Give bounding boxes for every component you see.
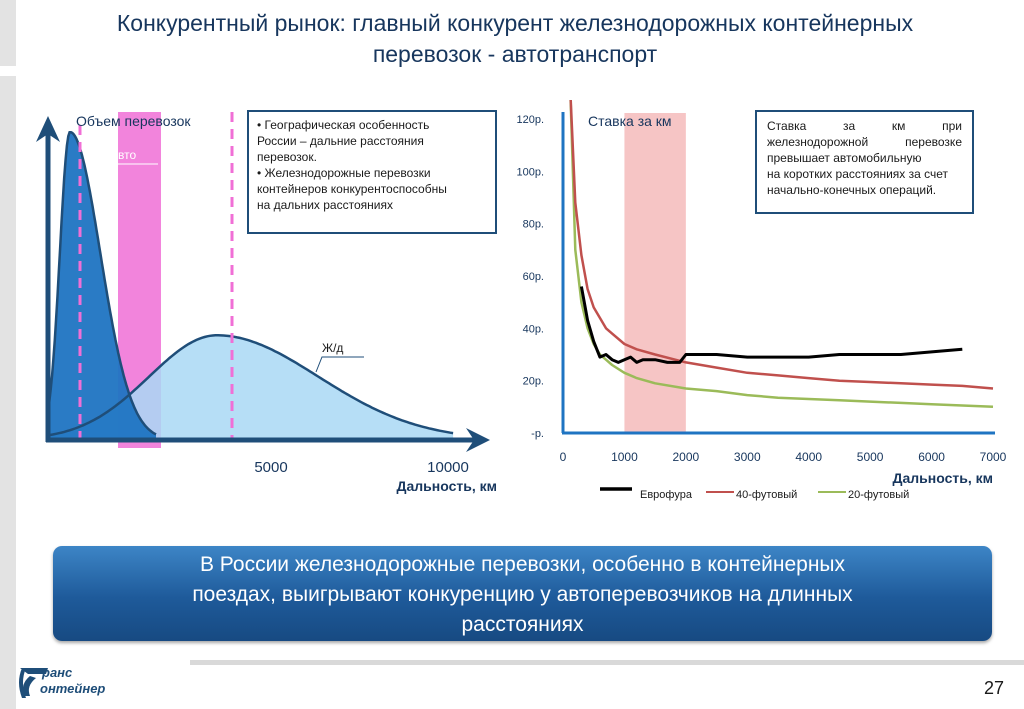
left-y-label: Объем перевозок bbox=[76, 113, 191, 129]
legend-40ft-label: 40-футовый bbox=[736, 489, 797, 501]
left-callout-b1-l1: • Географическая особенность bbox=[257, 118, 430, 132]
right-callout-line4: на коротких расстояниях за счет bbox=[767, 167, 949, 181]
left-decor-strip bbox=[0, 0, 16, 709]
left-callout-b1-l3: перевозок. bbox=[257, 150, 317, 164]
banner-line1: В России железнодорожные перевозки, особ… bbox=[199, 553, 846, 576]
right-x-ticks: 0 1000 2000 3000 4000 5000 6000 7000 bbox=[560, 450, 1007, 464]
left-x-axis-arrow bbox=[466, 428, 490, 452]
left-callout: • Географическая особенность России – да… bbox=[247, 110, 497, 234]
x-tick-label: 2000 bbox=[673, 450, 700, 464]
banner-line2: поездах, выигрывают конкуренцию у автопе… bbox=[192, 583, 853, 606]
x-tick-label: 1000 bbox=[611, 450, 638, 464]
x-tick-label: 0 bbox=[560, 450, 567, 464]
left-x-label: Дальность, км bbox=[397, 478, 497, 494]
left-callout-b2-l2: контейнеров конкурентоспособны bbox=[257, 182, 447, 196]
right-legend: Еврофура 40-футовый 20-футовый bbox=[600, 487, 909, 501]
y-tick-label: -р. bbox=[531, 428, 544, 440]
right-callout-line2: железнодорожной перевозке bbox=[767, 135, 962, 149]
x-tick-label: 7000 bbox=[980, 450, 1007, 464]
series-auto-line bbox=[46, 130, 157, 436]
footer-bar bbox=[190, 660, 1024, 665]
page-title-line1: Конкурентный рынок: главный конкурент же… bbox=[116, 10, 914, 36]
series-rail-area bbox=[48, 335, 454, 440]
logo-line1: ранс bbox=[42, 665, 73, 680]
page-number: 27 bbox=[983, 678, 1004, 698]
right-callout-line1: Ставка за км при bbox=[767, 119, 962, 133]
left-callout-b2-l3: на дальних расстояниях bbox=[257, 198, 393, 212]
left-callout-b2-l1: • Железнодорожные перевозки bbox=[257, 166, 431, 180]
y-tick-label: 20р. bbox=[523, 376, 544, 388]
y-tick-label: 80р. bbox=[523, 219, 544, 231]
left-x-tick-10000: 10000 bbox=[427, 459, 469, 476]
x-tick-label: 5000 bbox=[857, 450, 884, 464]
company-logo: ранс онтейнер bbox=[16, 662, 126, 702]
right-y-ticks: -р. 20р. 40р. 60р. 80р. 100р. 120р. bbox=[516, 114, 544, 440]
x-tick-label: 3000 bbox=[734, 450, 761, 464]
right-x-label: Дальность, км bbox=[893, 470, 993, 486]
page-title-line2: перевозок - автотранспорт bbox=[372, 41, 658, 67]
legend-20ft-label: 20-футовый bbox=[848, 489, 909, 501]
left-callout-b1-l2: России – дальние расстояния bbox=[257, 134, 424, 148]
banner-line3: расстояниях bbox=[461, 613, 584, 636]
y-tick-label: 100р. bbox=[516, 166, 544, 178]
left-decor-gap bbox=[0, 66, 16, 76]
left-y-axis-arrow bbox=[36, 116, 60, 142]
x-tick-label: 4000 bbox=[795, 450, 822, 464]
logo-line2: онтейнер bbox=[40, 681, 106, 696]
right-callout: Ставка за км при железнодорожной перевоз… bbox=[755, 110, 974, 214]
conclusion-banner: В России железнодорожные перевозки, особ… bbox=[53, 546, 992, 641]
y-tick-label: 120р. bbox=[516, 114, 544, 126]
legend-euro-label: Еврофура bbox=[640, 489, 693, 501]
logo-mark-icon bbox=[19, 668, 48, 698]
left-x-tick-5000: 5000 bbox=[254, 459, 287, 476]
series-line-40ft bbox=[569, 100, 994, 390]
series-rail-line bbox=[47, 334, 454, 437]
right-callout-line3: превышает автомобильную bbox=[767, 151, 922, 165]
right-chart-title: Ставка за км bbox=[588, 113, 672, 129]
series-line-eurotruck bbox=[579, 286, 963, 364]
page-title: Конкурентный рынок: главный конкурент же… bbox=[40, 8, 990, 70]
series-auto-label: Авто bbox=[110, 148, 136, 162]
series-rail-label: Ж/д bbox=[322, 341, 343, 355]
x-tick-label: 6000 bbox=[918, 450, 945, 464]
right-callout-line5: начально-конечных операций. bbox=[767, 183, 937, 197]
y-tick-label: 60р. bbox=[523, 271, 544, 283]
series-auto-area bbox=[48, 132, 156, 440]
right-series-group bbox=[569, 100, 994, 409]
series-rail-leader bbox=[315, 356, 364, 373]
highlight-band bbox=[624, 113, 686, 433]
y-tick-label: 40р. bbox=[523, 323, 544, 335]
